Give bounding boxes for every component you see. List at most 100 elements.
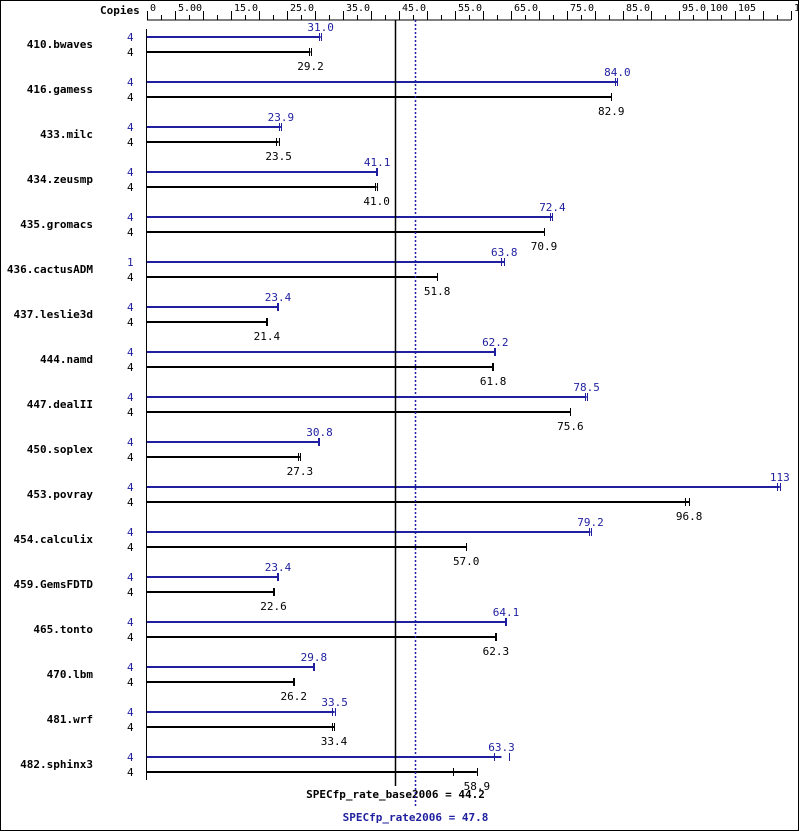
x-tick-label: 55.0 bbox=[458, 3, 482, 14]
peak-value-label: 79.2 bbox=[577, 516, 604, 529]
peak-value-label: 29.8 bbox=[301, 651, 328, 664]
benchmark-label: 410.bwaves bbox=[27, 38, 93, 51]
peak-reference-label: SPECfp_rate2006 = 47.8 bbox=[343, 811, 489, 824]
base-copies: 4 bbox=[127, 46, 134, 59]
base-value-label: 75.6 bbox=[557, 420, 584, 433]
base-copies: 4 bbox=[127, 721, 134, 734]
benchmark-row: 447.dealII 4 78.5 4 75.6 bbox=[27, 381, 600, 433]
benchmark-label: 481.wrf bbox=[47, 713, 93, 726]
peak-copies: 4 bbox=[127, 31, 134, 44]
x-tick-label: 45.0 bbox=[402, 3, 426, 14]
x-tick-label: 115 bbox=[794, 3, 799, 14]
benchmark-row: 459.GemsFDTD 4 23.4 4 22.6 bbox=[14, 561, 292, 613]
peak-value-label: 62.2 bbox=[482, 336, 509, 349]
peak-copies: 4 bbox=[127, 661, 134, 674]
x-tick-label: 100 bbox=[710, 3, 728, 14]
benchmark-label: 447.dealII bbox=[27, 398, 93, 411]
peak-value-label: 64.1 bbox=[493, 606, 520, 619]
base-copies: 4 bbox=[127, 631, 134, 644]
benchmark-label: 416.gamess bbox=[27, 83, 93, 96]
peak-value-label: 23.4 bbox=[265, 291, 292, 304]
peak-copies: 4 bbox=[127, 76, 134, 89]
benchmark-row: 470.lbm 4 29.8 4 26.2 bbox=[47, 651, 327, 703]
benchmark-label: 459.GemsFDTD bbox=[14, 578, 94, 591]
base-copies: 4 bbox=[127, 361, 134, 374]
benchmark-label: 434.zeusmp bbox=[27, 173, 94, 186]
benchmark-rows: 410.bwaves 4 31.0 4 29.2 416.gamess 4 84.0 4 82.9… bbox=[7, 21, 790, 793]
benchmark-row: 453.povray 4 113 4 96.8 bbox=[27, 471, 790, 523]
benchmark-row: 433.milc 4 23.9 4 23.5 bbox=[40, 111, 294, 163]
benchmark-row: 444.namd 4 62.2 4 61.8 bbox=[40, 336, 509, 388]
benchmark-label: 453.povray bbox=[27, 488, 94, 501]
peak-value-label: 30.8 bbox=[306, 426, 333, 439]
peak-value-label: 113 bbox=[770, 471, 790, 484]
benchmark-row: 450.soplex 4 30.8 4 27.3 bbox=[27, 426, 333, 478]
base-value-label: 51.8 bbox=[424, 285, 451, 298]
benchmark-label: 444.namd bbox=[40, 353, 93, 366]
base-value-label: 27.3 bbox=[287, 465, 314, 478]
base-copies: 4 bbox=[127, 316, 134, 329]
base-value-label: 57.0 bbox=[453, 555, 480, 568]
base-copies: 4 bbox=[127, 91, 134, 104]
x-tick-label: 85.0 bbox=[626, 3, 650, 14]
peak-value-label: 63.8 bbox=[491, 246, 518, 259]
base-copies: 4 bbox=[127, 586, 134, 599]
base-value-label: 23.5 bbox=[265, 150, 292, 163]
peak-copies: 4 bbox=[127, 616, 134, 629]
base-value-label: 62.3 bbox=[483, 645, 510, 658]
base-copies: 4 bbox=[127, 406, 134, 419]
peak-copies: 4 bbox=[127, 481, 134, 494]
base-value-label: 41.0 bbox=[363, 195, 390, 208]
benchmark-label: 433.milc bbox=[40, 128, 93, 141]
base-copies: 4 bbox=[127, 496, 134, 509]
base-value-label: 61.8 bbox=[480, 375, 507, 388]
base-copies: 4 bbox=[127, 181, 134, 194]
base-value-label: 70.9 bbox=[531, 240, 558, 253]
benchmark-row: 410.bwaves 4 31.0 4 29.2 bbox=[27, 21, 334, 73]
base-value-label: 33.4 bbox=[321, 735, 348, 748]
base-value-label: 58.9 bbox=[464, 780, 491, 793]
peak-copies: 4 bbox=[127, 751, 134, 764]
benchmark-label: 435.gromacs bbox=[20, 218, 93, 231]
x-tick-label: 0 bbox=[150, 3, 156, 14]
x-tick-label: 75.0 bbox=[570, 3, 594, 14]
peak-value-label: 78.5 bbox=[573, 381, 600, 394]
peak-copies: 4 bbox=[127, 301, 134, 314]
peak-value-label: 84.0 bbox=[604, 66, 631, 79]
x-tick-label: 65.0 bbox=[514, 3, 538, 14]
benchmark-row: 482.sphinx3 4 63.3 4 58.9 bbox=[20, 741, 515, 793]
x-tick-label: 15.0 bbox=[234, 3, 258, 14]
peak-copies: 4 bbox=[127, 706, 134, 719]
peak-copies: 1 bbox=[127, 256, 134, 269]
peak-copies: 4 bbox=[127, 526, 134, 539]
base-value-label: 96.8 bbox=[676, 510, 703, 523]
peak-value-label: 33.5 bbox=[321, 696, 348, 709]
base-copies: 4 bbox=[127, 766, 134, 779]
x-axis: 0 5.00 15.0 25.0 35.0 45.0 55.0 65.0 75.0 85.0 95.… bbox=[147, 3, 799, 21]
x-tick-label: 5.00 bbox=[178, 3, 202, 14]
peak-value-label: 23.4 bbox=[265, 561, 292, 574]
benchmark-row: 437.leslie3d 4 23.4 4 21.4 bbox=[14, 291, 292, 343]
peak-copies: 4 bbox=[127, 121, 134, 134]
base-copies: 4 bbox=[127, 271, 134, 284]
peak-copies: 4 bbox=[127, 571, 134, 584]
benchmark-row: 481.wrf 4 33.5 4 33.4 bbox=[47, 696, 348, 748]
benchmark-row: 465.tonto 4 64.1 4 62.3 bbox=[33, 606, 519, 658]
benchmark-label: 450.soplex bbox=[27, 443, 94, 456]
benchmark-row: 435.gromacs 4 72.4 4 70.9 bbox=[20, 201, 566, 253]
base-copies: 4 bbox=[127, 226, 134, 239]
benchmark-row: 434.zeusmp 4 41.1 4 41.0 bbox=[27, 156, 391, 208]
base-value-label: 21.4 bbox=[254, 330, 281, 343]
reference-lines: SPECfp_rate_base2006 = 44.2 SPECfp_rate20… bbox=[306, 20, 488, 824]
benchmark-label: 437.leslie3d bbox=[14, 308, 93, 321]
x-tick-label: 35.0 bbox=[346, 3, 370, 14]
peak-copies: 4 bbox=[127, 211, 134, 224]
peak-copies: 4 bbox=[127, 436, 134, 449]
base-value-label: 29.2 bbox=[297, 60, 324, 73]
peak-value-label: 23.9 bbox=[268, 111, 295, 124]
benchmark-row: 436.cactusADM 1 63.8 4 51.8 bbox=[7, 246, 518, 298]
benchmark-row: 454.calculix 4 79.2 4 57.0 bbox=[14, 516, 604, 568]
